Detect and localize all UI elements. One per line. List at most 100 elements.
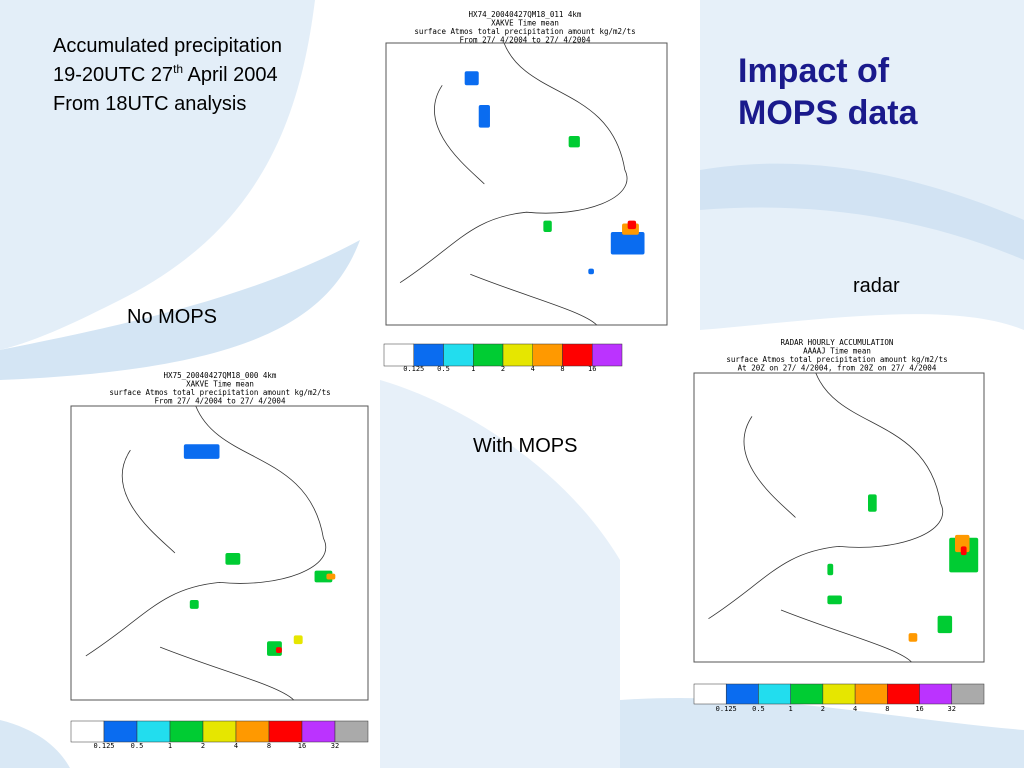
legend-label: 0.125 <box>403 365 424 373</box>
legend-label: 1 <box>471 365 475 373</box>
precipitation-area <box>827 595 842 605</box>
legend-swatch <box>693 683 727 705</box>
precipitation-area <box>937 615 953 634</box>
legend-label: 32 <box>948 705 956 713</box>
legend-swatch <box>103 720 138 743</box>
legend-swatch <box>334 720 369 743</box>
legend-swatch <box>758 683 791 705</box>
legend-label: 16 <box>915 705 923 713</box>
slide-title: Impact of MOPS data <box>738 52 918 132</box>
description-line: From 18UTC analysis <box>53 93 247 115</box>
legend-swatch <box>854 683 888 705</box>
legend-label: 0.5 <box>752 705 765 713</box>
map-header-line: AAAAJ Time mean <box>803 347 871 356</box>
description-line: Accumulated precipitation <box>53 35 283 57</box>
legend-label: 4 <box>234 742 238 750</box>
legend-swatch <box>473 343 504 367</box>
legend-swatch <box>235 720 270 743</box>
precipitation-area <box>275 647 282 653</box>
precipitation-area <box>293 635 303 645</box>
legend-swatch <box>443 343 474 367</box>
precipitation-area <box>189 600 199 609</box>
legend-swatch <box>532 343 563 367</box>
map-header-line: From 27/ 4/2004 to 27/ 4/2004 <box>460 36 591 45</box>
description-text: April 2004 <box>183 64 278 86</box>
coastline <box>399 42 628 326</box>
legend-label: 1 <box>168 742 172 750</box>
legend-label: 4 <box>853 705 857 713</box>
legend-label: 0.5 <box>131 742 144 750</box>
precipitation-area <box>627 220 637 230</box>
legend-label: 0.125 <box>93 742 114 750</box>
legend-swatch <box>887 683 920 705</box>
precipitation-area <box>827 563 834 576</box>
legend-label: 1 <box>789 705 793 713</box>
map-header-line: From 27/ 4/2004 to 27/ 4/2004 <box>155 397 286 406</box>
legend-swatch <box>951 683 985 705</box>
precipitation-area <box>326 573 336 580</box>
description-line: 19-20UTC 27th April 2004 <box>53 61 278 90</box>
legend-swatch <box>136 720 171 743</box>
map-header-line: surface Atmos total precipitation amount… <box>414 27 635 36</box>
precipitation-area <box>314 570 333 583</box>
legend-swatch <box>562 343 593 367</box>
map-header-line: HX74_20040427QM18_011 4km <box>469 10 582 19</box>
legend-label: 2 <box>501 365 505 373</box>
map-header-line: At 20Z on 27/ 4/2004, from 20Z on 27/ 4/… <box>738 364 937 373</box>
precipitation-area <box>478 105 490 128</box>
legend-label: 4 <box>531 365 535 373</box>
precipitation-area <box>960 546 967 556</box>
precipitation-area <box>588 268 594 275</box>
description-superscript: th <box>173 62 184 76</box>
legend-swatch <box>268 720 303 743</box>
legend-swatch <box>413 343 444 367</box>
legend-swatch <box>202 720 237 743</box>
legend-swatch <box>301 720 336 743</box>
precipitation-area <box>543 220 552 232</box>
map-caption: radar <box>853 275 900 297</box>
precipitation-area <box>568 136 580 148</box>
precipitation-area <box>868 494 877 512</box>
precipitation-area <box>908 633 918 642</box>
map-header-line: XAKVE Time mean <box>491 19 559 28</box>
legend-label: 16 <box>298 742 306 750</box>
legend-label: 8 <box>560 365 564 373</box>
legend-swatch <box>169 720 204 743</box>
map-header-line: RADAR HOURLY ACCUMULATION <box>781 338 894 347</box>
legend-swatch <box>502 343 533 367</box>
map-caption: With MOPS <box>473 435 578 457</box>
map-header-line: XAKVE Time mean <box>186 380 254 389</box>
precipitation-area <box>225 553 241 565</box>
coastline <box>708 372 943 663</box>
legend-label: 16 <box>588 365 596 373</box>
legend-swatch <box>790 683 824 705</box>
legend-label: 2 <box>201 742 205 750</box>
legend-label: 2 <box>821 705 825 713</box>
description-text: 19-20UTC 27 <box>53 64 174 86</box>
map-header-line: HX75_20040427QM18_000 4km <box>164 371 277 380</box>
legend-label: 8 <box>267 742 271 750</box>
map-caption: No MOPS <box>127 306 218 328</box>
legend-label: 32 <box>331 742 339 750</box>
map-header-line: surface Atmos total precipitation amount… <box>726 355 947 364</box>
precipitation-area <box>464 71 479 86</box>
legend-label: 8 <box>885 705 889 713</box>
legend-swatch <box>725 683 759 705</box>
legend-swatch <box>383 343 414 367</box>
legend-label: 0.125 <box>716 705 737 713</box>
precipitation-area <box>610 231 645 255</box>
legend-swatch <box>70 720 105 743</box>
precipitation-area <box>183 444 220 459</box>
legend-swatch <box>592 343 623 367</box>
map-frame <box>693 372 985 663</box>
map-header-line: surface Atmos total precipitation amount… <box>109 388 330 397</box>
legend-label: 0.5 <box>437 365 450 373</box>
legend-swatch <box>919 683 953 705</box>
map-frame <box>385 42 668 326</box>
